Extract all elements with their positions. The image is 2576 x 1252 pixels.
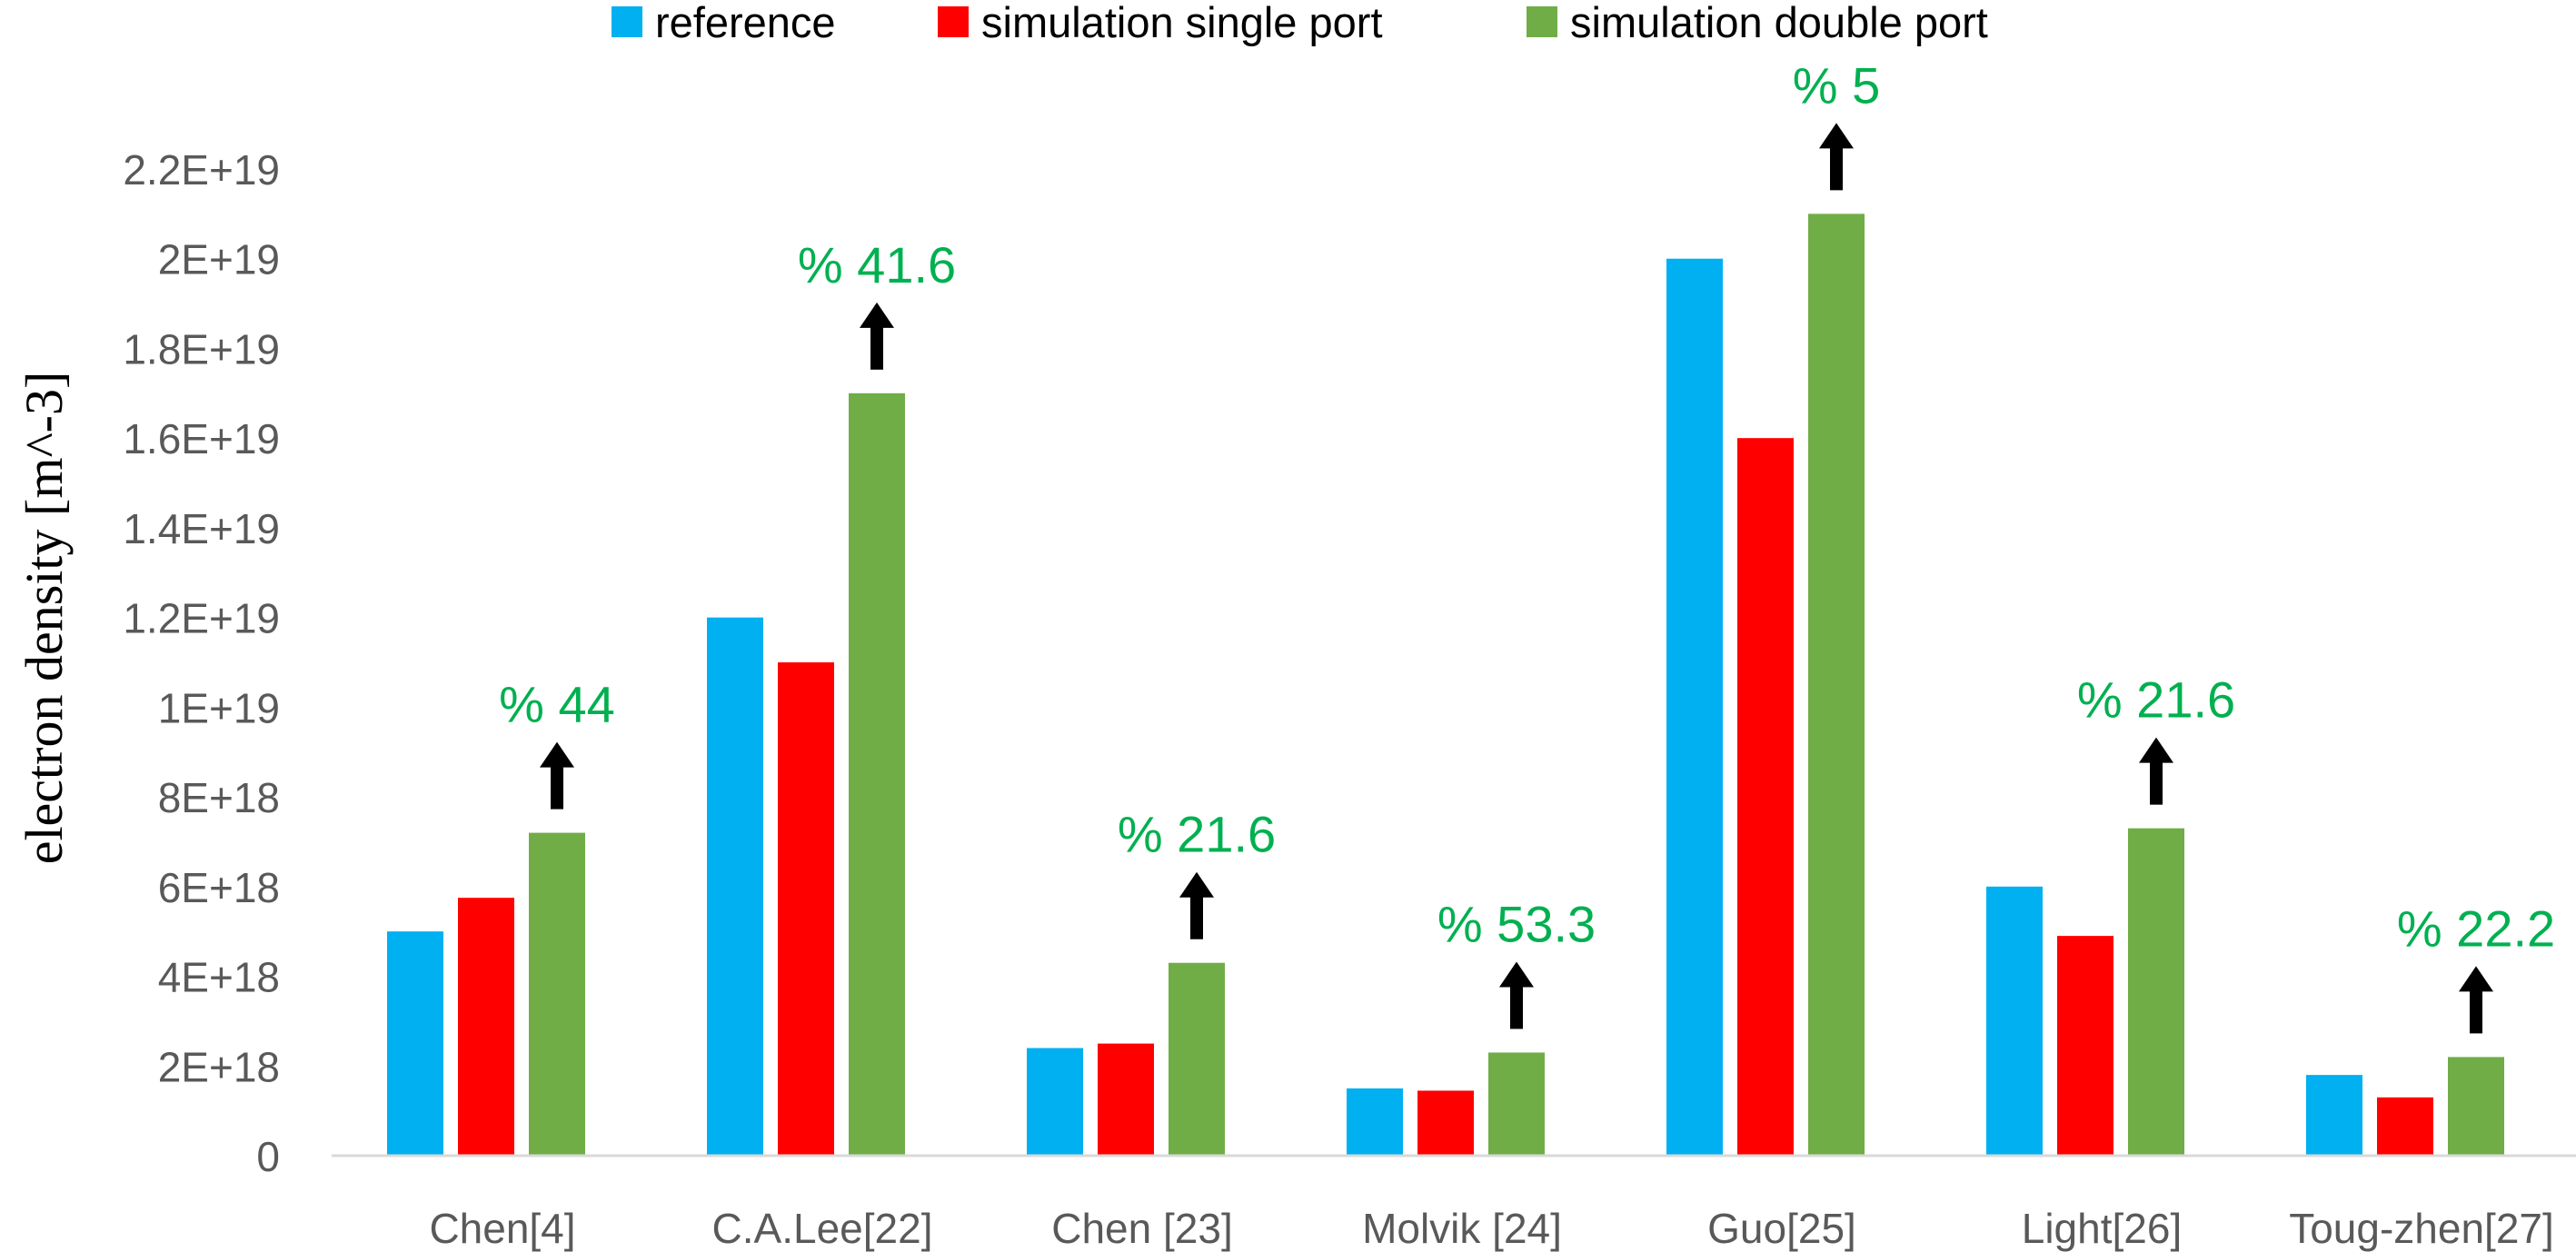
- legend-item-simulation-single-port: simulation single port: [938, 0, 1383, 46]
- y-tick-label: 1.2E+19: [123, 595, 280, 642]
- increase-arrow-icon: [540, 741, 574, 768]
- y-tick-label: 1.6E+19: [123, 415, 280, 462]
- bar-simulation-double-port: [1169, 962, 1225, 1156]
- bar-simulation-single-port: [778, 662, 834, 1156]
- y-tick-label: 2E+18: [158, 1043, 280, 1090]
- legend-item-simulation-double-port: simulation double port: [1527, 0, 1988, 46]
- increase-arrow-shaft: [1510, 985, 1523, 1029]
- bar-simulation-single-port: [2377, 1097, 2433, 1156]
- increase-arrow-shaft: [870, 325, 883, 370]
- x-tick-label: Guo[25]: [1707, 1205, 1856, 1252]
- bars-layer: [387, 214, 2504, 1156]
- y-axis-title: electron density [m^-3]: [15, 372, 74, 865]
- percent-increase-label: % 5: [1793, 56, 1881, 114]
- percent-increase-label: % 44: [499, 676, 615, 733]
- legend: reference simulation single port simulat…: [0, 0, 2576, 46]
- y-tick-label: 1.8E+19: [123, 325, 280, 373]
- bar-simulation-double-port: [1488, 1052, 1545, 1156]
- increase-arrow-icon: [2139, 737, 2173, 763]
- increase-arrow-shaft: [2470, 989, 2482, 1034]
- increase-arrow-icon: [2459, 966, 2493, 992]
- x-tick-label: Light[26]: [2022, 1205, 2182, 1252]
- x-tick-label: Molvik [24]: [1362, 1205, 1562, 1252]
- bar-simulation-single-port: [1737, 438, 1794, 1156]
- bar-simulation-single-port: [2057, 936, 2114, 1156]
- bar-simulation-double-port: [2128, 828, 2184, 1156]
- x-tick-label: Chen [23]: [1051, 1205, 1232, 1252]
- bar-reference: [1986, 886, 2043, 1156]
- y-tick-label: 2E+19: [158, 236, 280, 283]
- increase-arrow-shaft: [2150, 760, 2163, 805]
- y-tick-label: 0: [256, 1133, 280, 1180]
- bar-simulation-double-port: [1808, 214, 1865, 1156]
- y-tick-label: 1E+19: [158, 684, 280, 731]
- legend-label-simulation-double-port: simulation double port: [1570, 0, 1988, 46]
- percent-increase-label: % 53.3: [1437, 895, 1596, 952]
- increase-arrow-icon: [1819, 123, 1854, 149]
- legend-swatch-reference: [612, 6, 642, 37]
- increase-arrow-shaft: [551, 765, 563, 810]
- x-tick-label: Chen[4]: [429, 1205, 575, 1252]
- annotations-layer: % 44 % 41.6 % 21.6 % 53.3 % 5 % 21.6 % 22.2: [499, 56, 2555, 1034]
- y-tick-label: 8E+18: [158, 774, 280, 821]
- bar-reference: [1666, 258, 1723, 1156]
- increase-arrow-shaft: [1190, 895, 1203, 939]
- legend-swatch-simulation-double-port: [1527, 6, 1557, 37]
- bar-reference: [1347, 1088, 1403, 1156]
- bar-simulation-double-port: [2448, 1057, 2504, 1156]
- bar-simulation-single-port: [1417, 1090, 1474, 1156]
- bar-reference: [2306, 1075, 2362, 1156]
- increase-arrow-icon: [1179, 871, 1214, 898]
- percent-increase-label: % 21.6: [1118, 806, 1276, 863]
- bar-reference: [707, 617, 763, 1156]
- percent-increase-label: % 41.6: [798, 236, 956, 293]
- legend-label-simulation-single-port: simulation single port: [981, 0, 1383, 46]
- bar-reference: [1027, 1048, 1083, 1156]
- percent-increase-label: % 21.6: [2077, 671, 2235, 729]
- legend-swatch-simulation-single-port: [938, 6, 969, 37]
- increase-arrow-icon: [1499, 961, 1534, 988]
- legend-label-reference: reference: [655, 0, 836, 46]
- bar-reference: [387, 931, 443, 1156]
- increase-arrow-icon: [860, 302, 894, 328]
- y-tick-label: 6E+18: [158, 864, 280, 911]
- legend-item-reference: reference: [612, 0, 836, 46]
- y-tick-label: 2.2E+19: [123, 146, 280, 194]
- axis-layer: 0 2E+18 4E+18 6E+18 8E+18 1E+19 1.2E+19 1.4E+19…: [123, 146, 2576, 1252]
- x-tick-label: C.A.Lee[22]: [712, 1205, 933, 1252]
- bar-simulation-single-port: [458, 898, 514, 1156]
- x-tick-label: Toug-zhen[27]: [2289, 1205, 2554, 1252]
- bar-simulation-single-port: [1098, 1043, 1154, 1156]
- y-tick-label: 1.4E+19: [123, 505, 280, 552]
- bar-simulation-double-port: [849, 392, 905, 1156]
- bar-simulation-double-port: [529, 832, 585, 1156]
- percent-increase-label: % 22.2: [2397, 899, 2555, 957]
- increase-arrow-shaft: [1830, 146, 1843, 191]
- y-tick-label: 4E+18: [158, 954, 280, 1001]
